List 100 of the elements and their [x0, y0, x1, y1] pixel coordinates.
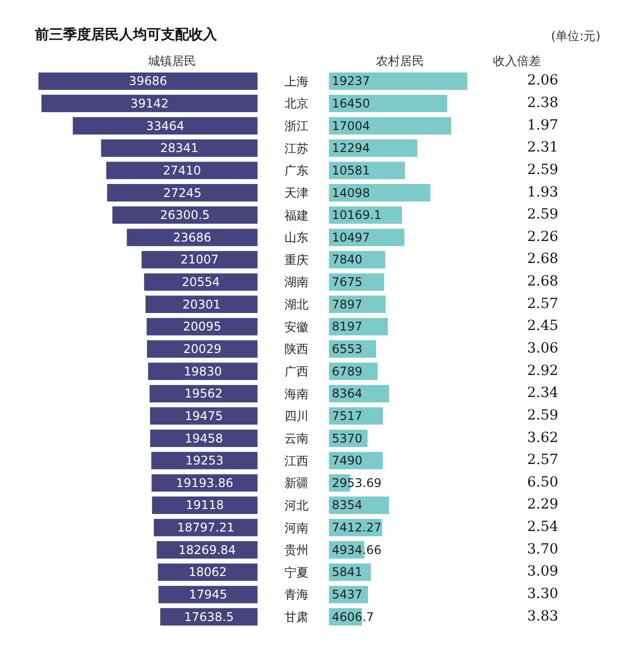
bar [151, 452, 258, 470]
text: 2.68 [527, 251, 558, 268]
data-label: 10497 [332, 230, 370, 244]
data-label: 7412.27 [332, 520, 382, 535]
data-label: 19830 [184, 364, 222, 378]
text: 3.62 [527, 430, 558, 446]
y-tick-label: 江西 [284, 454, 309, 468]
data-label: 39142 [130, 96, 169, 110]
bar [41, 94, 258, 112]
text: 2.29 [527, 496, 558, 513]
data-label: 27245 [163, 186, 202, 200]
text: 1.97 [527, 117, 558, 134]
y-tick-label: 新疆 [284, 476, 309, 490]
text: 2.26 [527, 228, 558, 245]
data-label: 33464 [146, 118, 184, 133]
y-tick-label: 四川 [284, 409, 309, 424]
data-label: 8197 [332, 320, 362, 334]
data-label: 20301 [182, 297, 221, 312]
y-tick-label: 陕西 [284, 342, 309, 356]
text: 2.34 [527, 385, 558, 402]
series-label: 农村居民 [376, 54, 424, 68]
data-label: 19237 [332, 74, 370, 88]
text: 6.50 [527, 474, 558, 490]
y-tick-label: 宁夏 [284, 565, 309, 580]
y-tick-label: 河南 [284, 520, 309, 535]
text: 1.93 [527, 184, 558, 200]
y-tick-label: 天津 [284, 186, 309, 200]
bar [38, 72, 258, 90]
bar [328, 72, 468, 90]
data-label: 10581 [332, 163, 370, 178]
data-label: 7490 [332, 454, 362, 468]
data-label: 19562 [184, 386, 223, 401]
text: 收入倍差 [493, 54, 541, 68]
y-tick-label: 甘肃 [284, 610, 309, 624]
bar [328, 184, 430, 202]
data-label: 23686 [173, 230, 212, 244]
bar [152, 496, 258, 514]
y-tick-label: 浙江 [284, 119, 309, 133]
bar [328, 117, 452, 134]
data-label: 19475 [184, 408, 223, 423]
text: 2.59 [527, 407, 558, 424]
text: 2.57 [527, 452, 558, 468]
bar [146, 296, 258, 314]
text: 2.06 [527, 72, 558, 89]
data-label: 20554 [182, 275, 220, 290]
bar [328, 139, 418, 157]
bar [150, 407, 258, 425]
data-label: 5370 [332, 431, 362, 446]
data-label: 6789 [332, 364, 362, 378]
text: 3.70 [527, 541, 558, 558]
y-tick-label: 贵州 [284, 543, 309, 558]
y-tick-label: 江苏 [284, 141, 309, 156]
data-label: 39686 [128, 74, 168, 88]
text: 2.68 [527, 274, 558, 290]
text: 3.06 [527, 340, 558, 356]
text: 2.57 [527, 296, 558, 312]
data-label: 28341 [160, 141, 198, 156]
y-tick-label: 重庆 [284, 252, 309, 267]
chart-title: 前三季度居民人均可支配收入 [34, 26, 218, 43]
data-label: 19458 [184, 431, 223, 446]
text: 3.30 [527, 586, 558, 602]
y-tick-label: 山东 [284, 230, 309, 245]
data-label: 19193.86 [176, 476, 234, 490]
bar [146, 318, 258, 336]
text: 2.31 [527, 140, 558, 156]
data-label: 19118 [186, 498, 224, 512]
bar [101, 139, 258, 157]
bar [144, 273, 258, 291]
text: 2.59 [527, 162, 558, 178]
data-label: 17004 [332, 118, 370, 133]
data-label: 7840 [332, 252, 362, 267]
y-tick-label: 安徽 [284, 320, 309, 334]
y-tick-label: 湖南 [284, 275, 309, 290]
data-label: 7517 [332, 408, 362, 423]
text: (单位:元) [551, 29, 600, 43]
y-tick-label: 广西 [284, 364, 309, 379]
data-label: 8354 [332, 498, 362, 512]
text: 2.45 [527, 318, 558, 334]
data-label: 5841 [332, 565, 362, 580]
data-label: 5437 [332, 588, 362, 602]
data-label: 18269.84 [178, 542, 236, 557]
y-tick-label: 北京 [284, 96, 309, 111]
bar [72, 117, 258, 134]
y-tick-label: 海南 [284, 386, 309, 401]
bar [107, 184, 258, 202]
text: 3.83 [527, 608, 558, 624]
text: 2.92 [527, 362, 558, 379]
bar [328, 94, 448, 112]
data-label: 12294 [332, 141, 370, 156]
data-label: 20095 [183, 320, 222, 334]
data-label: 7897 [332, 297, 362, 312]
text: 2.38 [527, 94, 558, 111]
data-label: 21007 [180, 252, 219, 267]
data-label: 6553 [332, 342, 362, 356]
text: 2.54 [527, 519, 558, 536]
y-tick-label: 河北 [284, 498, 309, 512]
bar [150, 430, 258, 447]
data-label: 26300.5 [160, 208, 210, 222]
bar [126, 228, 258, 246]
y-tick-label: 上海 [284, 74, 309, 88]
